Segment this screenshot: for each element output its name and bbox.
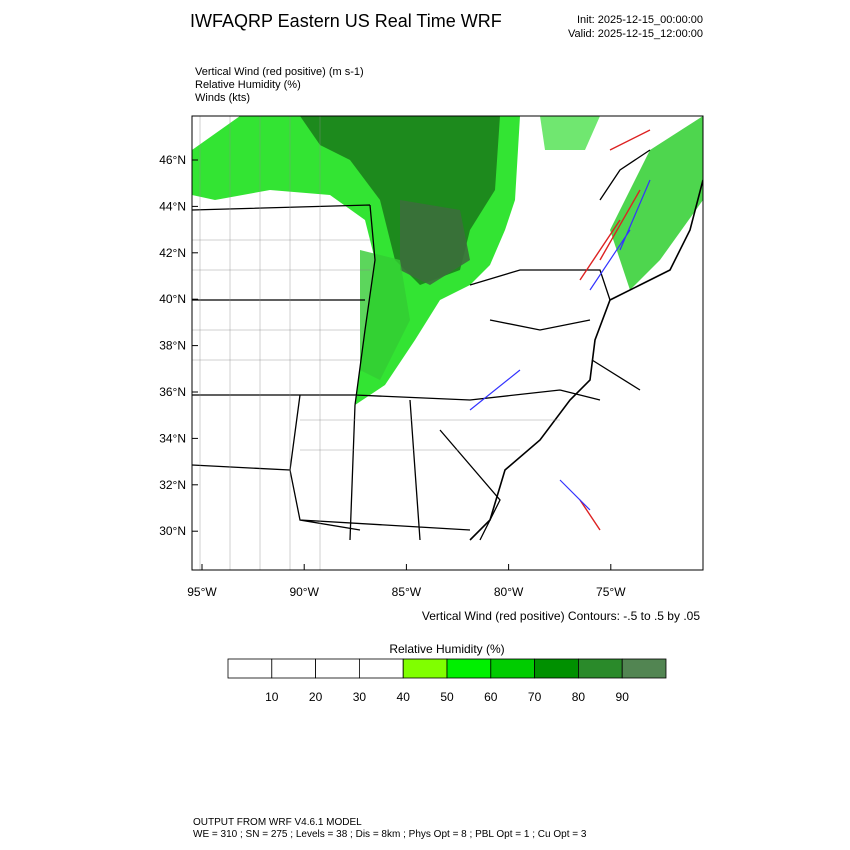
colorbar-label: 80 — [572, 690, 586, 704]
valid-time: Valid: 2025-12-15_12:00:00 — [568, 28, 703, 40]
colorbar-title: Relative Humidity (%) — [389, 642, 504, 656]
colorbar-box — [578, 658, 623, 679]
colorbar: 10 20 30 40 50 60 70 80 90 — [227, 658, 667, 704]
colorbar-box — [490, 658, 535, 679]
lon-label: 75°W — [596, 585, 626, 599]
lon-label: 90°W — [289, 585, 319, 599]
colorbar-label: 40 — [397, 690, 411, 704]
colorbar-label: 30 — [353, 690, 367, 704]
colorbar-box — [315, 658, 360, 679]
colorbar-label: 20 — [309, 690, 323, 704]
colorbar-label: 90 — [616, 690, 630, 704]
map-area — [192, 116, 703, 570]
init-time: Init: 2025-12-15_00:00:00 — [577, 14, 703, 26]
footer-model: OUTPUT FROM WRF V4.6.1 MODEL — [193, 817, 362, 828]
footer-config: WE = 310 ; SN = 275 ; Levels = 38 ; Dis … — [193, 829, 587, 840]
title: IWFAQRP Eastern US Real Time WRF — [190, 11, 502, 31]
colorbar-label: 60 — [484, 690, 498, 704]
lat-label: 34°N — [159, 431, 186, 445]
colorbar-box — [446, 658, 492, 679]
lat-label: 44°N — [159, 199, 186, 213]
lon-label: 95°W — [187, 585, 217, 599]
colorbar-box — [227, 658, 273, 679]
colorbar-label: 10 — [265, 690, 279, 704]
field-label: Relative Humidity (%) — [195, 79, 301, 91]
lat-label: 36°N — [159, 385, 186, 399]
lon-label: 80°W — [494, 585, 524, 599]
colorbar-box — [621, 658, 667, 679]
colorbar-label: 70 — [528, 690, 542, 704]
lat-label: 32°N — [159, 478, 186, 492]
lon-label: 85°W — [392, 585, 422, 599]
colorbar-label: 50 — [440, 690, 454, 704]
lat-label: 38°N — [159, 339, 186, 353]
lat-label: 40°N — [159, 292, 186, 306]
colorbar-box — [402, 658, 448, 679]
colorbar-box — [271, 658, 316, 679]
lat-label: 46°N — [159, 153, 186, 167]
field-label: Vertical Wind (red positive) (m s-1) — [195, 66, 364, 78]
lat-label: 42°N — [159, 246, 186, 260]
field-label: Winds (kts) — [195, 92, 250, 104]
lat-label: 30°N — [159, 524, 186, 538]
colorbar-box — [358, 658, 404, 679]
contour-note: Vertical Wind (red positive) Contours: -… — [422, 609, 700, 623]
map-frame — [191, 115, 704, 571]
colorbar-box — [534, 658, 579, 679]
